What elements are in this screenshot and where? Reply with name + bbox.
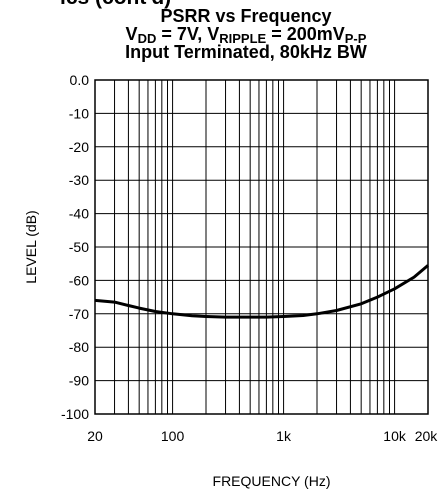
- series-layer: [94, 264, 429, 319]
- y-tick-label: -100: [61, 406, 89, 422]
- y-tick-label: -80: [69, 339, 89, 355]
- chart-subtitle-input: Input Terminated, 80kHz BW: [125, 42, 367, 62]
- x-tick-label: 10k: [383, 428, 407, 444]
- x-tick-label: 20: [87, 428, 103, 444]
- x-axis-title: FREQUENCY (Hz): [213, 473, 331, 489]
- y-tick-label: -10: [69, 105, 89, 121]
- y-tick-label: -90: [69, 373, 89, 389]
- x-tick-label: 20k: [415, 428, 439, 444]
- chart-grid: [94, 79, 429, 415]
- y-tick-label: -70: [69, 306, 89, 322]
- y-tick-labels: 0.0 -10 -20 -30 -40 -50 -60 -70 -80 -90 -100: [61, 72, 89, 422]
- cut-off-section-header: ics (cont'd): [60, 0, 171, 10]
- chart-subtitle-conditions: VDD = 7V, VRIPPLE = 200mVP-P: [125, 24, 367, 46]
- x-tick-label: 1k: [276, 428, 292, 444]
- y-tick-label: -30: [69, 172, 89, 188]
- plot-frame: [94, 79, 429, 415]
- chart-title-block: PSRR vs Frequency VDD = 7V, VRIPPLE = 20…: [46, 7, 446, 61]
- y-tick-label: -50: [69, 239, 89, 255]
- chart-title: PSRR vs Frequency: [160, 6, 332, 26]
- y-tick-label: -60: [69, 272, 89, 288]
- y-tick-label: -20: [69, 139, 89, 155]
- y-tick-label: -40: [69, 206, 89, 222]
- psrr-curve: [94, 264, 429, 319]
- y-axis-title: LEVEL (dB): [23, 210, 39, 283]
- x-tick-label: 100: [161, 428, 185, 444]
- y-tick-label: 0.0: [70, 72, 90, 88]
- x-tick-labels: 20 100 1k 10k 20k: [87, 428, 438, 444]
